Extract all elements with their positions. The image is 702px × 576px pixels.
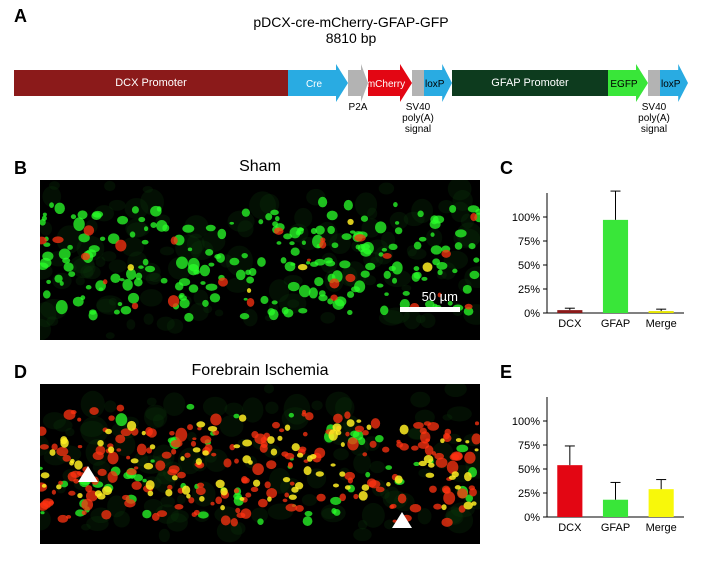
svg-text:Merge: Merge: [646, 522, 677, 534]
vector-segment-label: SV40poly(A) signal: [388, 102, 448, 135]
vector-title-line2: 8810 bp: [0, 30, 702, 46]
svg-text:DCX: DCX: [558, 318, 582, 330]
svg-text:100%: 100%: [512, 416, 540, 428]
svg-text:25%: 25%: [518, 488, 540, 500]
svg-text:Merge: Merge: [646, 318, 677, 330]
arrowhead-marker: [392, 512, 412, 528]
vector-segment: [412, 70, 424, 96]
svg-text:GFAP: GFAP: [601, 318, 630, 330]
ischemia-micrograph: [40, 384, 480, 544]
chart-e: 0% 25% 50% 75% 100% DCX GFAP Merge: [505, 389, 690, 539]
svg-text:0%: 0%: [524, 512, 540, 524]
svg-text:75%: 75%: [518, 236, 540, 248]
panel-label-c: C: [500, 158, 513, 179]
svg-text:50%: 50%: [518, 464, 540, 476]
vector-segment: GFAP Promoter: [452, 70, 608, 96]
vector-arrow: Cre: [288, 62, 348, 106]
svg-text:50%: 50%: [518, 260, 540, 272]
sham-micrograph: 50 µm: [40, 180, 480, 340]
svg-text:Cre: Cre: [306, 79, 323, 90]
svg-text:GFAP: GFAP: [601, 522, 630, 534]
vector-segment: DCX Promoter: [14, 70, 288, 96]
scale-bar: [400, 307, 460, 312]
chart-c: 0% 25% 50% 75% 100% DCX GFAP Merge: [505, 185, 690, 335]
svg-text:EGFP: EGFP: [610, 79, 638, 90]
ischemia-title: Forebrain Ischemia: [40, 362, 480, 380]
sham-title: Sham: [40, 158, 480, 176]
vector-arrow: EGFP: [608, 62, 648, 106]
bar-chart-svg: 0% 25% 50% 75% 100% DCX GFAP Merge: [505, 185, 690, 335]
vector-arrow: [348, 62, 368, 106]
panel-label-b: B: [14, 158, 27, 179]
svg-text:loxP: loxP: [425, 79, 445, 90]
svg-text:loxP: loxP: [661, 79, 681, 90]
vector-segment: [648, 70, 660, 96]
vector-segment-label: SV40poly(A) signal: [624, 102, 684, 135]
vector-map: DCX PromoterCreP2AmCherrySV40poly(A) sig…: [0, 62, 702, 106]
vector-arrow: loxP: [424, 62, 452, 106]
scale-bar-text: 50 µm: [422, 289, 458, 304]
vector-title: pDCX-cre-mCherry-GFAP-GFP 8810 bp: [0, 14, 702, 46]
panel-label-e: E: [500, 362, 512, 383]
bar-chart-svg: 0% 25% 50% 75% 100% DCX GFAP Merge: [505, 389, 690, 539]
arrowhead-marker: [78, 466, 98, 482]
vector-arrow: loxP: [660, 62, 688, 106]
svg-text:75%: 75%: [518, 440, 540, 452]
vector-title-line1: pDCX-cre-mCherry-GFAP-GFP: [0, 14, 702, 30]
svg-text:mCherry: mCherry: [368, 79, 405, 90]
panel-label-d: D: [14, 362, 27, 383]
svg-text:0%: 0%: [524, 308, 540, 320]
svg-text:25%: 25%: [518, 284, 540, 296]
svg-text:100%: 100%: [512, 212, 540, 224]
vector-arrow: mCherry: [368, 62, 412, 106]
svg-text:DCX: DCX: [558, 522, 582, 534]
